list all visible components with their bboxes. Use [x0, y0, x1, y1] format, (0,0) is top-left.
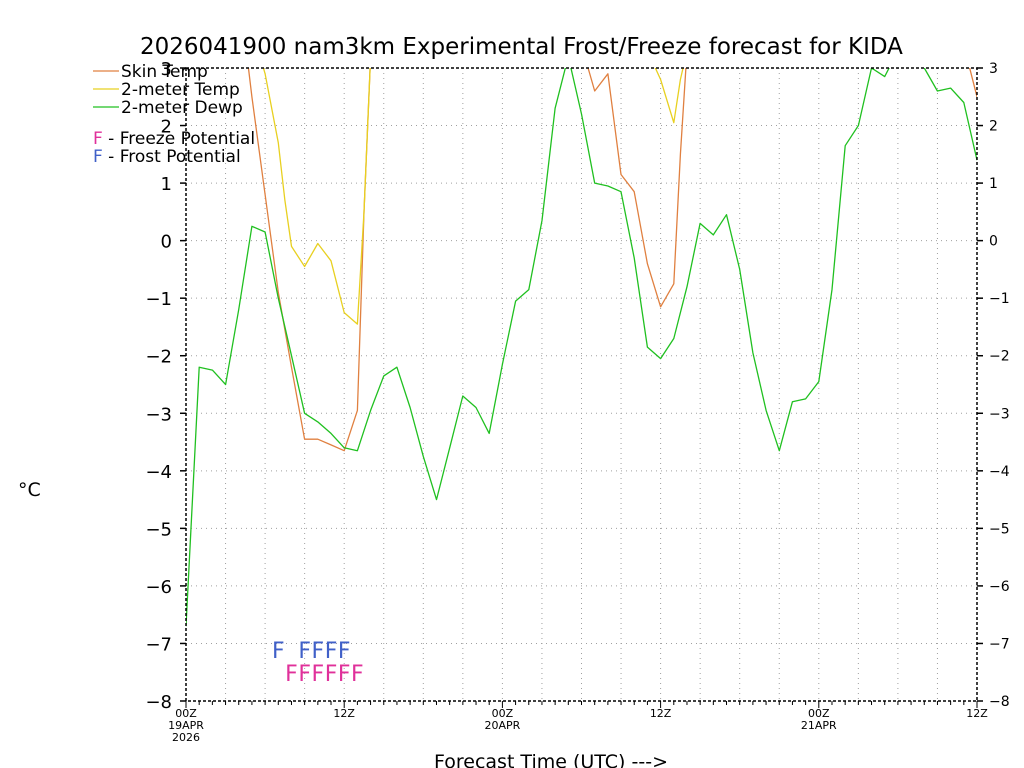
- y-tick-label-right: −8: [989, 694, 1010, 710]
- flag-marker: F: [285, 662, 298, 687]
- flag-marker: F: [298, 662, 311, 687]
- y-tick-label-right: −1: [989, 291, 1010, 307]
- y-axis-left: 3 2 1 0 −1 −2 −3 −4 −5 −6 −7 −8: [145, 59, 186, 713]
- legend-label: 2-meter Dewp: [121, 98, 243, 118]
- y-tick-label: −4: [145, 462, 172, 483]
- flag-marker: F: [338, 662, 351, 687]
- y-axis-label: °C: [18, 479, 41, 501]
- y-tick-label-right: 3: [989, 61, 998, 77]
- y-tick-label-right: −2: [989, 349, 1010, 365]
- x-tick-label: 12Z: [333, 707, 355, 720]
- flag-marker: F: [351, 662, 364, 687]
- y-tick-label: −7: [145, 634, 172, 655]
- series-line-2-meter-dewp: [186, 68, 977, 627]
- x-tick-label: 20APR: [484, 719, 520, 732]
- y-tick-label: −5: [145, 519, 172, 540]
- y-tick-label: 2: [161, 117, 172, 138]
- x-tick-label: 12Z: [650, 707, 672, 720]
- y-tick-label-right: −7: [989, 636, 1010, 652]
- x-tick-label: 00Z: [808, 707, 830, 720]
- y-tick-label: 3: [161, 59, 172, 80]
- y-tick-label: −3: [145, 404, 172, 425]
- flag-marker: F: [272, 639, 285, 664]
- grid-lines: [186, 68, 977, 701]
- y-tick-label-right: −4: [989, 464, 1010, 480]
- x-axis-label: Forecast Time (UTC) --->: [434, 751, 668, 768]
- series-line-2-meter-temp: [262, 68, 684, 325]
- flag-legend-entry: F - Frost Potential: [93, 147, 241, 167]
- series-line-skin-temp: [247, 68, 977, 452]
- plot-frame: [185, 67, 978, 702]
- flag-legend-entry: F - Freeze Potential: [93, 129, 255, 149]
- x-tick-label: 00Z: [175, 707, 197, 720]
- y-tick-label: −1: [145, 289, 172, 310]
- x-tick-label: 19APR: [168, 719, 204, 732]
- series-lines: [186, 68, 977, 627]
- y-tick-label: −8: [145, 692, 172, 713]
- flag-marker: F: [312, 662, 325, 687]
- y-tick-label: −6: [145, 577, 172, 598]
- y-tick-label-right: −3: [989, 406, 1010, 422]
- legend-label: Skin Temp: [121, 62, 208, 82]
- legend-label: 2-meter Temp: [121, 80, 240, 100]
- flag-marker: F: [325, 639, 338, 664]
- y-tick-label-right: 1: [989, 176, 998, 192]
- y-tick-label-right: 0: [989, 234, 998, 250]
- y-tick-label: 0: [161, 232, 172, 253]
- flag-marker: F: [338, 639, 351, 664]
- y-axis-right: 3 2 1 0 −1 −2 −3 −4 −5 −6 −7 −8: [977, 61, 1010, 710]
- y-tick-label-right: −5: [989, 521, 1010, 537]
- x-tick-label: 2026: [172, 731, 200, 744]
- y-tick-label: 1: [161, 174, 172, 195]
- y-tick-label-right: 2: [989, 119, 998, 135]
- x-tick-label: 00Z: [492, 707, 514, 720]
- flag-marker: F: [298, 639, 311, 664]
- x-tick-label: 21APR: [801, 719, 837, 732]
- chart-title: 2026041900 nam3km Experimental Frost/Fre…: [140, 34, 903, 60]
- flag-marker: F: [312, 639, 325, 664]
- flag-marker: F: [325, 662, 338, 687]
- x-tick-label: 12Z: [966, 707, 988, 720]
- potential-flags: F F F F FF F F F F F: [272, 639, 364, 687]
- y-tick-label-right: −6: [989, 579, 1010, 595]
- y-tick-label: −2: [145, 347, 172, 368]
